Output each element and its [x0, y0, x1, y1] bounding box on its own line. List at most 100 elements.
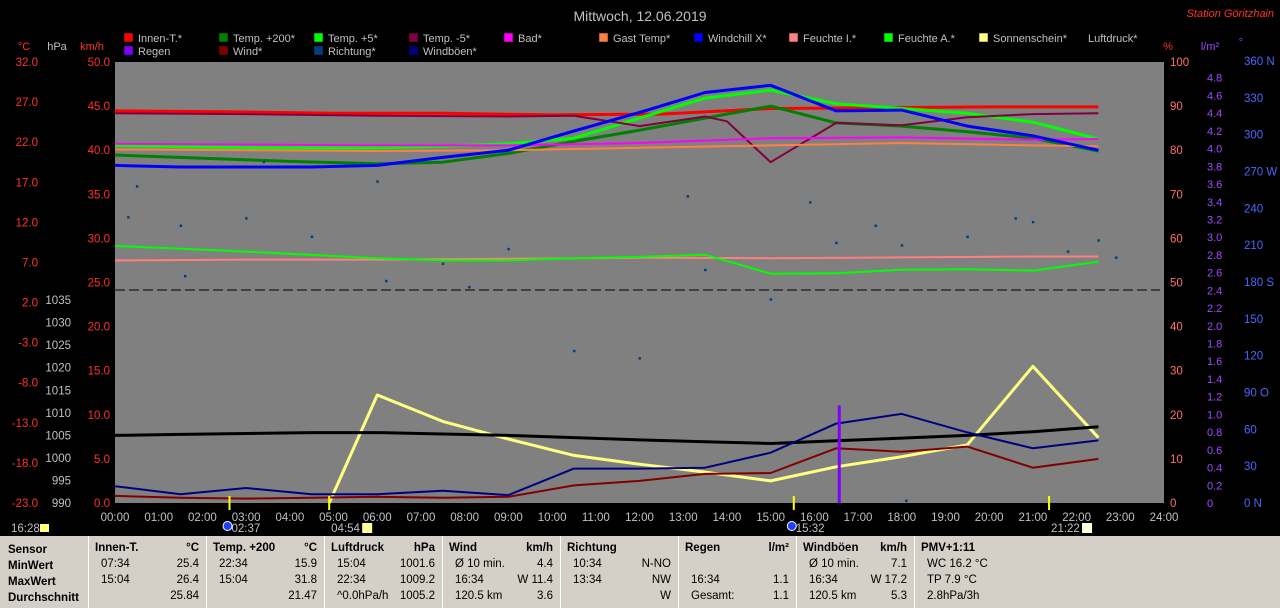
- series-line: [114, 83, 1099, 169]
- kmh-tick-label: 40.0: [88, 145, 110, 157]
- direction-point: [183, 274, 187, 278]
- stat-cell-value: 1009.2: [399, 574, 435, 586]
- direction-point: [900, 244, 904, 247]
- stat-cell-time: 15:04: [337, 558, 366, 570]
- stat-section: Temp. +200 °C 22:34 15.9 15:04 31.8 21.47: [206, 536, 325, 608]
- series-line: [114, 88, 1099, 150]
- rain-tick-label: 1.2: [1207, 392, 1222, 404]
- stat-cell-value: 1001.6: [399, 558, 435, 570]
- percent-tick-label: 70: [1170, 189, 1183, 201]
- kmh-tick-label: 45.0: [88, 101, 110, 113]
- sun-icon: [40, 524, 49, 532]
- legend-swatch: [123, 45, 134, 56]
- stat-cell-time: 10:34: [573, 558, 602, 570]
- celsius-tick-label: 12.0: [16, 217, 38, 229]
- rain-tick-label: 4.0: [1207, 144, 1222, 156]
- direction-point: [135, 185, 139, 188]
- celsius-tick-label: 17.0: [16, 177, 38, 189]
- stat-header: Windböen: [803, 542, 859, 554]
- legend-item: Bad*: [503, 32, 543, 45]
- statistics-table: Sensor MinWert MaxWert Durchschnitt Innen-T.…: [0, 536, 1280, 608]
- rain-tick-label: 3.6: [1207, 179, 1222, 191]
- percent-tick-label: 90: [1170, 101, 1183, 113]
- direction-tick-label: 60: [1244, 424, 1257, 436]
- direction-point: [874, 224, 878, 228]
- sunset-time: 21:22: [1051, 523, 1080, 535]
- direction-point: [1066, 250, 1070, 253]
- legend-item: Temp. +200*: [218, 32, 296, 45]
- series-line: [114, 105, 1099, 117]
- stat-cell-value: 21.47: [288, 590, 317, 602]
- sun-icon: [1082, 523, 1093, 533]
- legend-label: Feuchte I.*: [803, 33, 857, 45]
- time-tick-label: 23:00: [1106, 512, 1135, 524]
- direction-point: [835, 241, 838, 245]
- legend-label: Luftdruck*: [1088, 33, 1138, 45]
- direction-tick-label: 90 O: [1244, 388, 1269, 400]
- direction-point: [572, 349, 576, 353]
- kmh-axis-unit: km/h: [80, 41, 104, 53]
- series-line: [114, 104, 1099, 166]
- time-tick-label: 11:00: [582, 512, 610, 524]
- legend-label: Wind*: [233, 46, 263, 58]
- legend-item: Temp. +5*: [313, 32, 379, 45]
- stat-cell-time: Gesamt:: [691, 590, 735, 602]
- kmh-tick-label: 0.0: [94, 498, 110, 510]
- legend-item: Regen: [123, 45, 170, 58]
- celsius-tick-label: 7.0: [22, 257, 38, 269]
- stat-cell-time: 120.5 km: [455, 590, 503, 602]
- legend-swatch: [1073, 32, 1084, 43]
- stat-unit: l/m²: [768, 542, 789, 554]
- rain-tick-label: 2.6: [1207, 268, 1222, 280]
- stat-cell-time: 16:34: [809, 574, 838, 586]
- stat-cell-time: 15:04: [219, 574, 248, 586]
- kmh-tick-label: 50.0: [88, 57, 110, 69]
- kmh-tick-label: 35.0: [88, 189, 110, 201]
- legend-item: Gast Temp*: [598, 32, 671, 45]
- kmh-tick-label: 20.0: [88, 322, 110, 334]
- rain-axis-unit: l/m²: [1201, 41, 1220, 53]
- rain-tick-label: 1.6: [1207, 356, 1222, 368]
- stat-cell-value: NW: [651, 574, 671, 586]
- rain-tick-label: 2.8: [1207, 250, 1222, 262]
- legend-item: Feuchte I.*: [788, 32, 857, 45]
- rain-tick-label: 0.2: [1207, 480, 1222, 492]
- stat-cell-time: 16:34: [455, 574, 484, 586]
- legend-swatch: [408, 45, 419, 56]
- rain-tick-label: 2.2: [1207, 303, 1222, 315]
- time-tick-label: 00:00: [101, 512, 130, 524]
- stat-header: Wind: [449, 542, 477, 554]
- legend-label: Innen-T.*: [138, 33, 183, 45]
- direction-tick-label: 210: [1244, 240, 1263, 252]
- series-line: [327, 364, 1100, 504]
- legend-item: Feuchte A.*: [883, 32, 956, 45]
- stat-unit: °C: [186, 542, 199, 554]
- time-tick-label: 13:00: [669, 512, 698, 524]
- rain-tick-label: 4.6: [1207, 90, 1222, 102]
- weather-chart: °C 32.0 27.0 22.0 17.0 12.0 7.0 2.0 -3.0 -8.0 -13.…: [11, 8, 1277, 535]
- hpa-tick-label: 1010: [45, 408, 71, 420]
- stat-section: Regen l/m² 16:34 1.1 Gesamt: 1.1: [678, 536, 797, 608]
- stat-cell-time: 16:34: [691, 574, 720, 586]
- rain-tick-label: 0.4: [1207, 463, 1222, 475]
- time-tick-label: 20:00: [975, 512, 1004, 524]
- hpa-tick-label: 990: [52, 498, 71, 510]
- marker-time-left: 16:28: [11, 523, 40, 535]
- stat-cell-time: 22:34: [219, 558, 248, 570]
- legend: Innen-T.* Temp. +200* Temp. +5* Temp. -5* Ba…: [123, 32, 1138, 58]
- direction-point: [441, 262, 445, 266]
- time-tick-label: 08:00: [450, 512, 479, 524]
- direction-point: [262, 160, 266, 164]
- hpa-tick-label: 1035: [45, 295, 71, 307]
- series-layer: [114, 83, 1118, 504]
- stat-header: Luftdruck: [331, 542, 385, 554]
- stat-cell-time: ^0.0hPa/h: [337, 590, 389, 602]
- legend-item: Innen-T.*: [123, 32, 183, 45]
- row-label: Sensor: [8, 544, 47, 556]
- rain-tick-label: 0.8: [1207, 427, 1222, 439]
- sunrise-time: 04:54: [331, 523, 360, 535]
- stat-cell-time: 07:34: [101, 558, 130, 570]
- stat-cell-time: 120.5 km: [809, 590, 857, 602]
- stat-cell-time: Ø 10 min.: [455, 558, 505, 570]
